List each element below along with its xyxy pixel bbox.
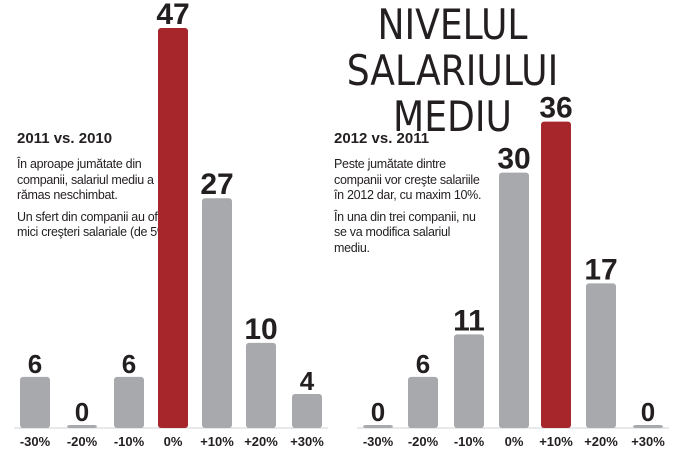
bar--30% <box>20 376 50 428</box>
data-label: 30 <box>497 143 530 176</box>
tick-label: -30% <box>363 434 394 449</box>
chart-1: 6 -30% 0 -20% 6 -10% 47 0% 27 +10% 10 +20% 4 +30% <box>14 0 328 449</box>
tick-label: -30% <box>20 434 51 449</box>
bar--10% <box>454 334 484 428</box>
data-label: 11 <box>453 304 485 337</box>
data-label: 6 <box>28 349 42 379</box>
bar-+20% <box>246 342 276 428</box>
chart-title-line1: NIVELUL SALARIULUI <box>346 0 559 95</box>
panel-right-paragraph-2: În una din trei companii, nu se va modif… <box>334 209 476 255</box>
panel-right-text: 2012 vs. 2011 Peste jumătate dintre comp… <box>334 130 484 262</box>
chart-title-line2: MEDIU <box>393 92 512 141</box>
tick-label: +20% <box>244 434 278 449</box>
data-label: 17 <box>584 253 617 286</box>
data-label: 10 <box>244 313 277 346</box>
bar-+10% <box>541 121 571 429</box>
data-label: 4 <box>300 366 315 396</box>
bar--20% <box>408 376 438 428</box>
data-label: 6 <box>122 349 136 379</box>
tick-label: -20% <box>408 434 439 449</box>
panel-left-text: 2011 vs. 2010 În aproape jumătate din co… <box>17 130 182 247</box>
data-label: 36 <box>539 92 572 125</box>
bar-0% <box>158 28 188 428</box>
panel-right-paragraph-1: Peste jumătate dintre companii vor creşt… <box>334 157 482 202</box>
tick-label: +20% <box>584 434 618 449</box>
data-label: 47 <box>156 0 189 31</box>
bar--30% <box>363 425 393 428</box>
chart-2: 0 -30% 6 -20% 11 -10% 30 0% 36 +10% 17 +20% 0 +30% <box>357 92 669 449</box>
tick-label: -10% <box>114 434 145 449</box>
chart-title: NIVELUL SALARIULUI MEDIU <box>270 2 636 140</box>
panel-left-subtitle: 2011 vs. 2010 <box>17 130 113 147</box>
tick-label: -20% <box>67 434 98 449</box>
panel-left-paragraph-1: În aproape jumătate din companii, salari… <box>17 157 154 202</box>
bar-0% <box>499 172 529 428</box>
bar-+20% <box>586 283 616 428</box>
panel-left-paragraph-2: Un sfert din companii au oferit mici cre… <box>17 209 175 240</box>
tick-label: +30% <box>631 434 665 449</box>
bar--20% <box>67 425 97 428</box>
bar-+30% <box>633 425 663 428</box>
data-label: 0 <box>641 397 655 427</box>
data-label: 0 <box>75 397 89 427</box>
tick-label: 0% <box>505 434 524 449</box>
tick-label: 0% <box>164 434 183 449</box>
panel-right-subtitle: 2012 vs. 2011 <box>334 130 430 147</box>
bar-+10% <box>202 198 232 428</box>
tick-label: -10% <box>454 434 485 449</box>
bar--10% <box>114 376 144 428</box>
data-label: 0 <box>371 397 385 427</box>
tick-label: +10% <box>200 434 234 449</box>
tick-label: +30% <box>290 434 324 449</box>
data-label: 27 <box>200 168 233 201</box>
bar-+30% <box>292 393 322 428</box>
data-label: 6 <box>416 349 430 379</box>
tick-label: +10% <box>539 434 573 449</box>
